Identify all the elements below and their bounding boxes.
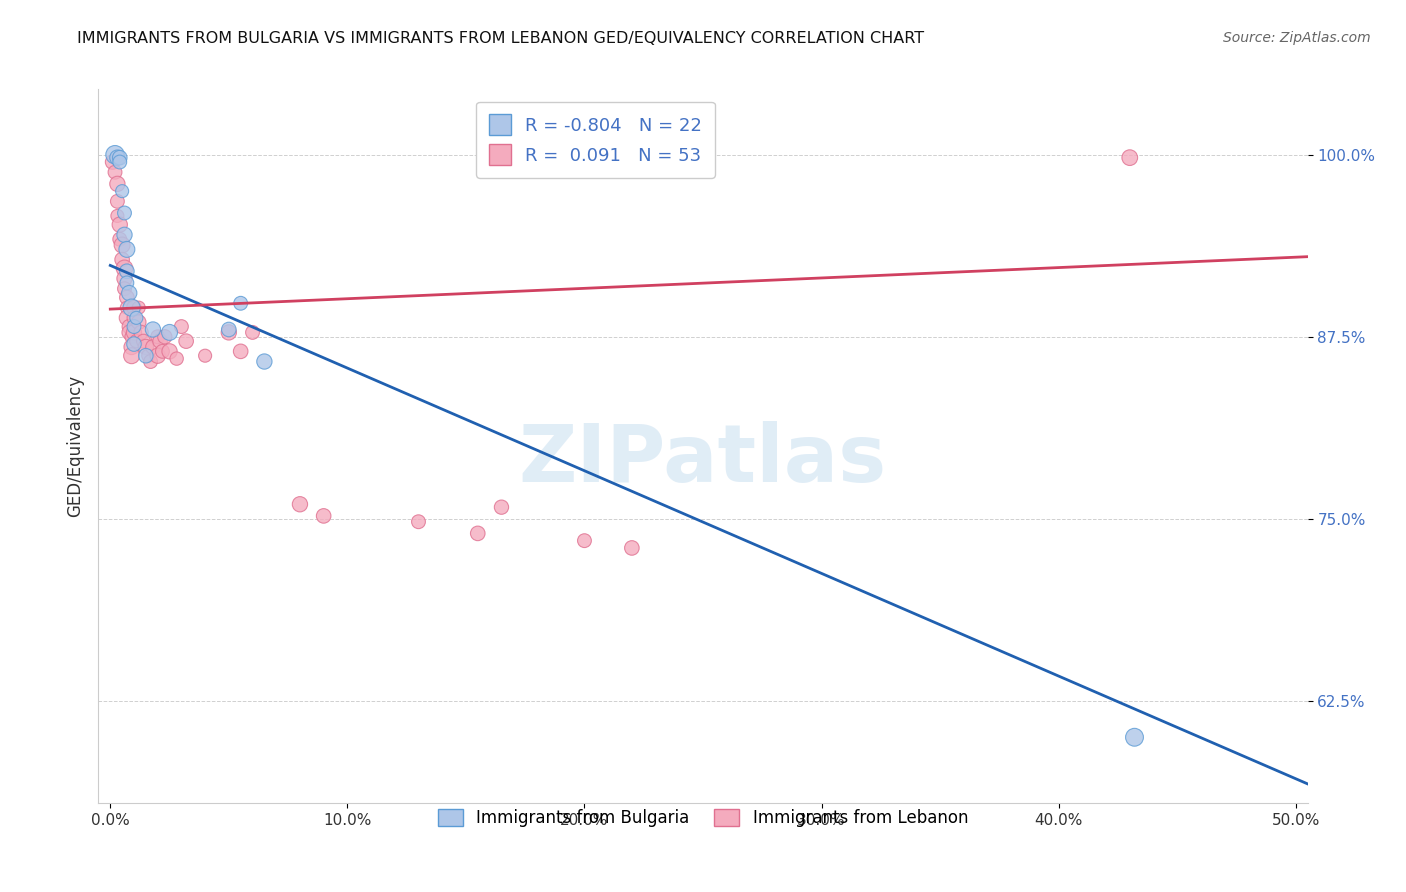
Point [122,326,145,340]
Point [111,184,134,198]
Point [153,330,176,344]
Point [135,349,157,363]
Point [115,264,138,278]
Legend: Immigrants from Bulgaria, Immigrants from Lebanon: Immigrants from Bulgaria, Immigrants fro… [432,802,974,834]
Point [174,334,197,348]
Point [194,349,217,363]
Point [121,301,143,315]
Point [142,340,165,354]
Point [122,319,145,334]
Point [128,301,150,315]
Point [108,232,131,246]
Point [574,533,596,548]
Point [115,301,138,315]
Y-axis label: GED/Equivalency: GED/Equivalency [66,375,84,517]
Point [159,344,181,359]
Point [128,315,150,329]
Point [111,252,134,267]
Point [132,334,155,348]
Point [114,271,136,285]
Point [166,351,188,366]
Text: ZIPatlas: ZIPatlas [519,421,887,500]
Point [105,209,128,223]
Point [115,243,138,257]
Point [114,227,136,242]
Point [115,290,138,304]
Point [114,261,136,276]
Point [121,340,143,354]
Point [118,319,141,334]
Point [108,155,131,169]
Point [253,354,276,368]
Point [229,344,252,359]
Point [491,500,513,515]
Point [146,349,169,363]
Point [122,310,145,325]
Point [104,165,127,179]
Point [121,330,143,344]
Point [142,322,165,336]
Point [108,151,131,165]
Point [139,354,162,368]
Point [152,344,174,359]
Point [218,326,240,340]
Point [101,155,124,169]
Point [118,326,141,340]
Point [105,177,128,191]
Point [125,310,148,325]
Text: Source: ZipAtlas.com: Source: ZipAtlas.com [1223,31,1371,45]
Point [242,326,264,340]
Point [620,541,643,555]
Point [408,515,430,529]
Point [218,322,240,336]
Point [288,497,311,511]
Point [121,349,143,363]
Point [111,238,134,252]
Text: IMMIGRANTS FROM BULGARIA VS IMMIGRANTS FROM LEBANON GED/EQUIVALENCY CORRELATION : IMMIGRANTS FROM BULGARIA VS IMMIGRANTS F… [77,31,925,46]
Point [105,151,128,165]
Point [108,218,131,232]
Point [159,326,181,340]
Point [467,526,489,541]
Point [114,282,136,296]
Point [125,334,148,348]
Point [115,276,138,290]
Point [136,349,159,363]
Point [114,206,136,220]
Point [312,508,335,523]
Point [115,310,138,325]
Point [118,286,141,301]
Point [122,301,145,315]
Point [129,326,152,340]
Point [170,319,193,334]
Point [104,147,127,161]
Point [149,334,172,348]
Point [1123,731,1146,745]
Point [135,340,157,354]
Point [105,194,128,209]
Point [146,330,169,344]
Point [122,337,145,351]
Point [1119,151,1142,165]
Point [229,296,252,310]
